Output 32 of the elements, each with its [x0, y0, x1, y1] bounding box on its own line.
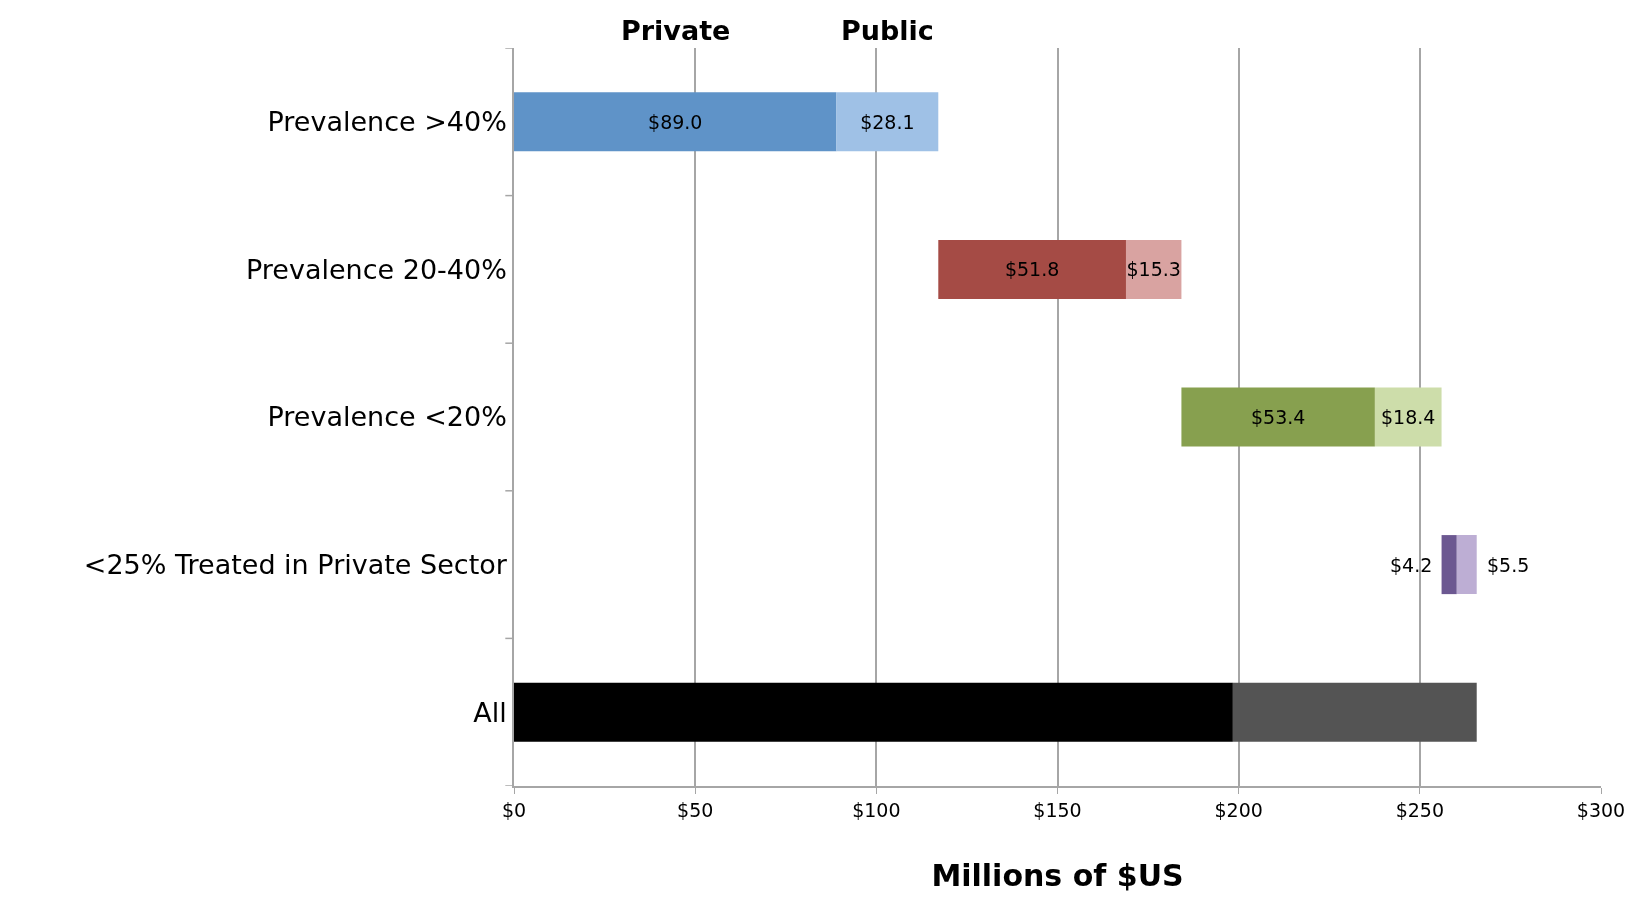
bar: [1441, 535, 1457, 595]
bar: [836, 92, 939, 152]
x-tick-label: $50: [677, 798, 714, 821]
bar: [938, 239, 1126, 299]
bar: [1232, 682, 1477, 742]
x-tick-label: $200: [1214, 798, 1263, 821]
data-label: $53.4: [1250, 406, 1306, 428]
x-tick-label: $150: [1033, 798, 1082, 821]
y-tick-label: Prevalence >40%: [267, 106, 507, 138]
y-tick-label: All: [473, 696, 507, 728]
bar: [514, 92, 837, 152]
data-label: $28.1: [860, 110, 915, 133]
bar: [1456, 535, 1477, 595]
y-tick-label: Prevalence <20%: [267, 401, 507, 433]
y-tick-label: Prevalence 20-40%: [246, 253, 507, 285]
data-label: $15.3: [1126, 258, 1181, 281]
y-tick-label: <25% Treated in Private Sector: [83, 549, 508, 581]
x-tick-label: $0: [501, 798, 527, 821]
bar: [1181, 387, 1375, 447]
data-label: $4.2: [1390, 554, 1433, 576]
series-label: Public: [841, 15, 934, 46]
x-tick-label: $250: [1395, 798, 1445, 821]
bar: [1374, 387, 1442, 447]
x-tick-label: $300: [1576, 798, 1626, 821]
x-tick-label: $100: [852, 798, 901, 821]
data-label: $5.5: [1487, 554, 1530, 576]
series-label: Private: [621, 15, 731, 46]
data-label: $89.0: [648, 110, 703, 133]
bar: [514, 682, 1233, 742]
data-label: $18.4: [1381, 406, 1436, 428]
x-axis-title: Millions of $US: [931, 857, 1184, 893]
data-label: $51.8: [1004, 258, 1060, 281]
